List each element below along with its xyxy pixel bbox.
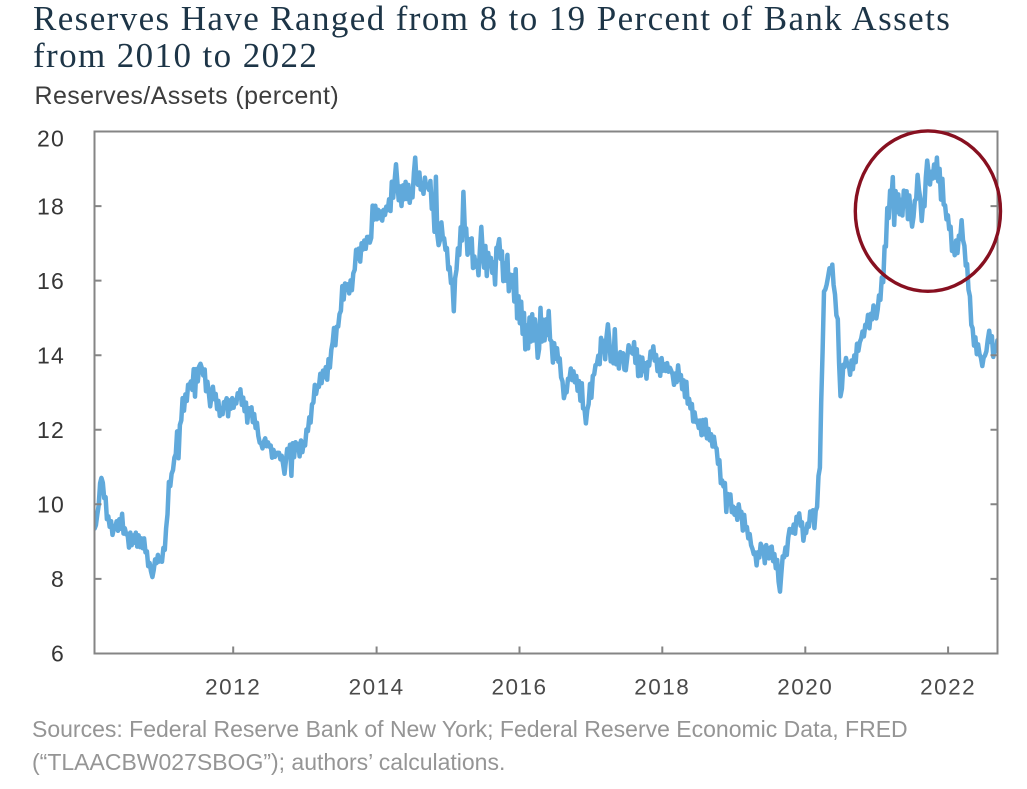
svg-text:2018: 2018: [634, 675, 690, 700]
svg-text:2022: 2022: [920, 675, 976, 700]
svg-text:2020: 2020: [777, 675, 833, 700]
svg-text:20: 20: [37, 126, 65, 152]
svg-text:12: 12: [37, 417, 65, 443]
svg-text:10: 10: [37, 492, 65, 518]
svg-text:8: 8: [51, 566, 65, 592]
svg-text:14: 14: [37, 342, 65, 368]
svg-text:18: 18: [37, 193, 65, 219]
svg-text:16: 16: [37, 268, 65, 294]
svg-text:2014: 2014: [349, 675, 405, 700]
svg-text:2016: 2016: [491, 675, 547, 700]
svg-text:2012: 2012: [205, 675, 261, 700]
svg-text:6: 6: [51, 641, 65, 667]
